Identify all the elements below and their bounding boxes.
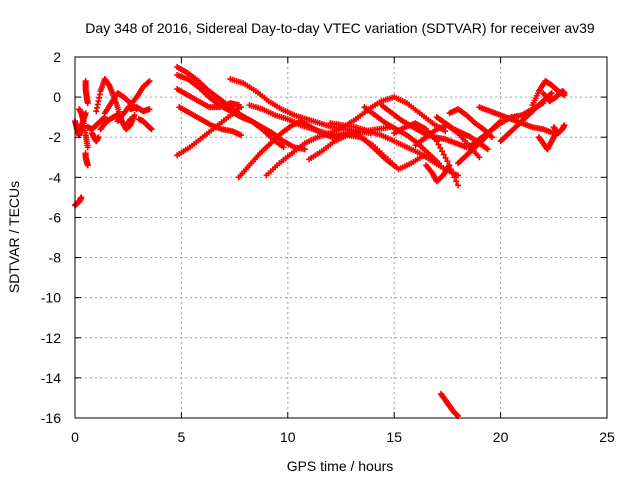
y-tick-label: -14 — [41, 370, 61, 386]
data-point — [145, 79, 152, 86]
y-tick-label: -10 — [41, 290, 61, 306]
series-arc-4 — [82, 150, 91, 169]
data-point — [442, 154, 449, 161]
data-point — [95, 134, 102, 141]
data-point — [442, 128, 449, 135]
data-point — [437, 144, 444, 151]
series-arc-36 — [476, 104, 557, 137]
series-arc-33 — [446, 106, 496, 141]
data-point — [84, 100, 91, 107]
data-point — [146, 106, 153, 113]
data-point — [280, 144, 287, 151]
data-point — [127, 116, 134, 123]
x-tick-label: 20 — [493, 429, 509, 445]
series-arc-7 — [89, 130, 102, 145]
data-point — [439, 148, 446, 155]
data-point — [484, 146, 491, 153]
data-point — [476, 154, 483, 161]
data-point — [131, 112, 138, 119]
y-tick-label: 2 — [53, 49, 61, 65]
data-point — [146, 78, 153, 85]
data-point — [455, 182, 462, 189]
data-point — [444, 158, 451, 165]
y-tick-label: -4 — [49, 169, 62, 185]
y-tick-label: -6 — [49, 209, 62, 225]
data-point — [548, 90, 555, 97]
data-point — [455, 172, 462, 179]
data-point — [435, 141, 442, 148]
x-tick-label: 0 — [71, 429, 79, 445]
plot-frame — [74, 56, 608, 419]
x-axis-title: GPS time / hours — [287, 458, 394, 474]
data-point — [237, 104, 244, 111]
series-arc-9 — [97, 112, 134, 133]
y-tick-label: -12 — [41, 330, 61, 346]
data-point — [489, 134, 496, 141]
data-point — [451, 174, 458, 181]
data-point — [561, 122, 568, 129]
series-arc-40 — [550, 122, 568, 137]
series-arc-5 — [82, 78, 91, 107]
series-arc-30 — [423, 162, 453, 185]
data-point — [301, 146, 308, 153]
series-arc-41 — [540, 88, 568, 105]
data-point — [446, 162, 453, 169]
x-tick-label: 5 — [178, 429, 186, 445]
x-tick-label: 25 — [599, 429, 615, 445]
data-point — [84, 144, 91, 151]
series-arc-12 — [127, 104, 153, 115]
data-point — [435, 160, 442, 167]
series-arc-3 — [76, 106, 91, 151]
series-arc-1 — [72, 194, 85, 209]
data-point — [78, 194, 85, 201]
axis-ticks — [74, 56, 608, 419]
data-point — [440, 151, 447, 158]
series-arc-13 — [135, 116, 155, 133]
y-tick-label: -2 — [49, 129, 62, 145]
data-points — [72, 64, 568, 419]
y-tick-label: 0 — [53, 89, 61, 105]
data-point — [561, 90, 568, 97]
data-point — [148, 126, 155, 133]
y-tick-label: -16 — [41, 410, 61, 426]
series-arc-18 — [176, 104, 244, 139]
x-tick-label: 15 — [386, 429, 402, 445]
y-axis-title: SDTVAR / TECUs — [6, 181, 22, 293]
data-point — [449, 170, 456, 177]
series-arc-16 — [174, 86, 242, 111]
data-point — [84, 162, 91, 169]
y-tick-label: -8 — [49, 250, 62, 266]
data-point — [237, 132, 244, 139]
data-point — [453, 178, 460, 185]
data-point — [433, 138, 440, 145]
chart-title: Day 348 of 2016, Sidereal Day-to-day VTE… — [85, 20, 595, 36]
x-tick-label: 10 — [280, 429, 296, 445]
